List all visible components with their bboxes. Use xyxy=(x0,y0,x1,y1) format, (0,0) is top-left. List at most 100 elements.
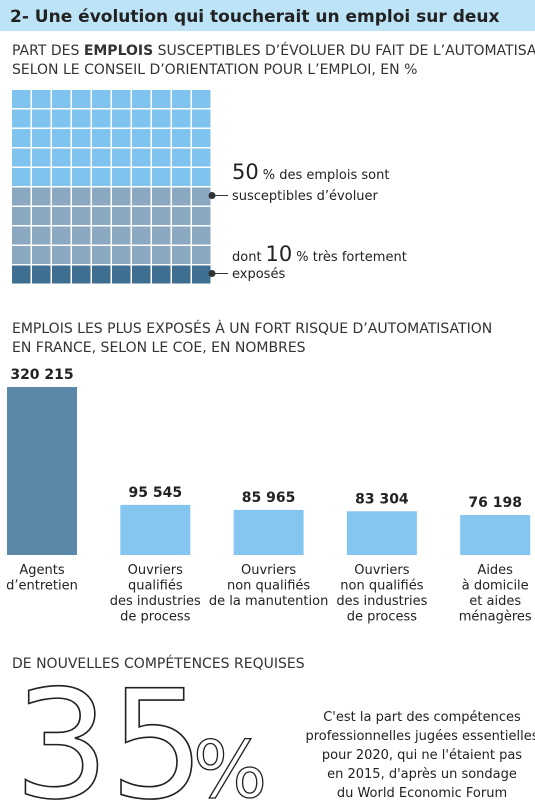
waffle-cell xyxy=(172,129,191,147)
x-tick-label: Agents xyxy=(19,563,64,578)
bar xyxy=(233,509,304,555)
waffle-cell xyxy=(192,265,211,284)
waffle-cell xyxy=(192,246,211,264)
waffle-cell xyxy=(112,226,131,245)
waffle-cell xyxy=(192,90,211,108)
waffle-cell xyxy=(172,148,191,167)
subtitle-part: EMPLOIS xyxy=(84,43,153,59)
waffle-cell xyxy=(52,168,71,186)
waffle-cell xyxy=(152,168,171,186)
bar xyxy=(346,511,417,555)
value-label: 85 965 xyxy=(242,490,296,506)
waffle-cell xyxy=(72,168,91,186)
value-label: 76 198 xyxy=(468,495,522,511)
waffle-cell xyxy=(112,265,131,284)
annotation: susceptibles d’évoluer xyxy=(232,189,379,204)
subtitle-part: SELON LE CONSEIL D’ORIENTATION POUR L’EM… xyxy=(12,62,417,78)
waffle-cell xyxy=(12,109,31,128)
waffle-cell xyxy=(192,109,211,128)
waffle-cell xyxy=(92,187,111,206)
annotation-text: % très fortement xyxy=(296,250,407,265)
annotation-text: % des emplois sont xyxy=(263,168,390,183)
waffle-cell xyxy=(172,109,191,128)
bar xyxy=(120,504,191,555)
waffle-cell xyxy=(132,246,151,264)
waffle-cell xyxy=(172,207,191,225)
waffle-cell xyxy=(32,226,51,245)
annotation-number: 10 xyxy=(266,242,293,266)
waffle-cell xyxy=(132,148,151,167)
waffle-cell xyxy=(152,246,171,264)
waffle-cell xyxy=(12,129,31,147)
waffle-cell xyxy=(72,109,91,128)
waffle-cell xyxy=(32,168,51,186)
waffle-cell xyxy=(152,265,171,284)
waffle-cell xyxy=(112,207,131,225)
waffle-cell xyxy=(12,168,31,186)
waffle-cell xyxy=(92,265,111,284)
waffle-cell xyxy=(32,207,51,225)
x-tick-label: des industries xyxy=(336,594,427,609)
waffle-cell xyxy=(52,226,71,245)
waffle-cell xyxy=(132,226,151,245)
waffle-cell xyxy=(12,187,31,206)
waffle-cell xyxy=(32,187,51,206)
section-heading: DE NOUVELLES COMPÉTENCES REQUISES xyxy=(12,655,305,672)
waffle-cell xyxy=(92,207,111,225)
footer-text: pour 2020, qui ne l'étaient pas xyxy=(322,748,522,763)
footer-text: professionnelles jugées essentielles xyxy=(305,729,535,744)
annotation: 50 % des emplois sont xyxy=(232,160,389,184)
waffle-cell xyxy=(152,187,171,206)
waffle-cell xyxy=(152,90,171,108)
waffle-cell xyxy=(72,207,91,225)
waffle-cell xyxy=(152,207,171,225)
waffle-cell xyxy=(32,129,51,147)
waffle-cell xyxy=(192,129,211,147)
waffle-cell xyxy=(72,90,91,108)
annotation: exposés xyxy=(232,267,285,282)
waffle-cell xyxy=(52,265,71,284)
annotation-number: 50 xyxy=(232,160,259,184)
value-label: 83 304 xyxy=(355,491,409,507)
waffle-cell xyxy=(52,207,71,225)
waffle-cell xyxy=(192,226,211,245)
footer-text: C'est la part des compétences xyxy=(323,710,521,725)
value-label: 95 545 xyxy=(129,485,183,501)
title: 2- Une évolution qui toucherait un emplo… xyxy=(10,7,500,27)
waffle-cell xyxy=(172,187,191,206)
bar xyxy=(460,515,531,555)
x-tick-label: Ouvriers xyxy=(128,563,183,578)
waffle-cell xyxy=(132,207,151,225)
waffle-cell xyxy=(172,246,191,264)
waffle-cell xyxy=(32,265,51,284)
x-tick-label: et aides xyxy=(469,594,521,609)
waffle-cell xyxy=(172,168,191,186)
x-tick-label: Aides xyxy=(477,563,513,578)
waffle-cell xyxy=(112,109,131,128)
chart-title: EMPLOIS LES PLUS EXPOSÉS À UN FORT RISQU… xyxy=(12,320,492,337)
waffle-cell xyxy=(132,187,151,206)
waffle-cell xyxy=(72,265,91,284)
chart-title: EN FRANCE, SELON LE COE, EN NOMBRES xyxy=(12,340,306,356)
waffle-cell xyxy=(92,109,111,128)
waffle-cell xyxy=(52,90,71,108)
waffle-cell xyxy=(32,90,51,108)
waffle-cell xyxy=(152,226,171,245)
title-band xyxy=(0,0,535,31)
footer-text: en 2015, d'après un sondage xyxy=(327,767,517,782)
waffle-cell xyxy=(192,207,211,225)
leader-dot xyxy=(208,192,216,199)
waffle-cell xyxy=(132,109,151,128)
leader-dot xyxy=(208,270,216,277)
waffle-cell xyxy=(112,90,131,108)
waffle-cell xyxy=(172,265,191,284)
waffle-cell xyxy=(32,148,51,167)
waffle-cell xyxy=(132,168,151,186)
waffle-cell xyxy=(192,168,211,186)
waffle-cell xyxy=(192,148,211,167)
x-tick-label: Ouvriers xyxy=(354,563,409,578)
waffle-cell xyxy=(72,246,91,264)
waffle-cell xyxy=(72,129,91,147)
